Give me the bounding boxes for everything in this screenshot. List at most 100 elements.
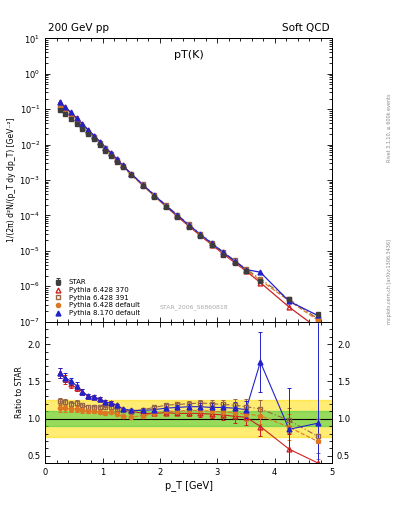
Pythia 8.170 default — [232, 258, 237, 264]
Text: STAR_2006_S6860818: STAR_2006_S6860818 — [160, 305, 229, 310]
Pythia 6.428 default — [109, 152, 114, 158]
Pythia 6.428 391 — [69, 113, 73, 119]
Pythia 6.428 370 — [175, 214, 180, 220]
Pythia 8.170 default — [109, 150, 114, 156]
Text: Rivet 3.1.10, ≥ 600k events: Rivet 3.1.10, ≥ 600k events — [387, 94, 392, 162]
Text: 200 GeV pp: 200 GeV pp — [48, 23, 109, 33]
Pythia 6.428 391 — [80, 123, 85, 130]
Pythia 6.428 default — [287, 297, 292, 304]
Pythia 6.428 default — [86, 130, 90, 136]
Pythia 6.428 370 — [198, 232, 202, 239]
Pythia 6.428 default — [140, 182, 145, 188]
Pythia 6.428 391 — [163, 202, 168, 208]
Pythia 6.428 370 — [316, 325, 320, 331]
Pythia 6.428 391 — [232, 258, 237, 264]
Pythia 6.428 370 — [109, 150, 114, 156]
Pythia 6.428 default — [69, 114, 73, 120]
Pythia 6.428 default — [92, 135, 96, 141]
Pythia 6.428 default — [175, 213, 180, 219]
Pythia 6.428 391 — [129, 171, 134, 177]
Pythia 6.428 default — [129, 172, 134, 178]
Line: Pythia 6.428 default: Pythia 6.428 default — [57, 105, 320, 322]
Pythia 6.428 default — [63, 109, 68, 115]
Pythia 6.428 370 — [86, 127, 90, 133]
Pythia 6.428 370 — [140, 182, 145, 188]
Pythia 6.428 391 — [316, 315, 320, 322]
Pythia 6.428 default — [316, 317, 320, 323]
Pythia 6.428 370 — [209, 242, 214, 248]
Pythia 6.428 default — [221, 250, 226, 256]
Pythia 6.428 391 — [221, 249, 226, 255]
Pythia 6.428 391 — [244, 266, 248, 272]
Pythia 8.170 default — [244, 266, 248, 272]
Pythia 6.428 370 — [163, 203, 168, 209]
Pythia 6.428 370 — [74, 115, 79, 121]
Pythia 6.428 391 — [209, 240, 214, 246]
Pythia 8.170 default — [120, 162, 125, 168]
Pythia 6.428 370 — [57, 99, 62, 105]
Pythia 6.428 370 — [258, 280, 263, 286]
Pythia 8.170 default — [129, 170, 134, 177]
Pythia 8.170 default — [209, 240, 214, 246]
Pythia 8.170 default — [69, 110, 73, 116]
Pythia 8.170 default — [80, 121, 85, 127]
Pythia 6.428 391 — [152, 191, 156, 198]
Legend: STAR, Pythia 6.428 370, Pythia 6.428 391, Pythia 6.428 default, Pythia 8.170 def: STAR, Pythia 6.428 370, Pythia 6.428 391… — [49, 277, 142, 318]
Pythia 8.170 default — [186, 222, 191, 228]
Pythia 8.170 default — [74, 115, 79, 121]
X-axis label: p_T [GeV]: p_T [GeV] — [165, 480, 213, 491]
Pythia 8.170 default — [92, 133, 96, 139]
Pythia 8.170 default — [86, 127, 90, 133]
Pythia 6.428 370 — [129, 171, 134, 177]
Pythia 8.170 default — [221, 249, 226, 255]
Pythia 6.428 391 — [74, 118, 79, 124]
Pythia 6.428 391 — [258, 276, 263, 282]
Pythia 6.428 default — [115, 158, 119, 164]
Pythia 6.428 391 — [186, 221, 191, 227]
Line: Pythia 8.170 default: Pythia 8.170 default — [57, 100, 320, 318]
Pythia 6.428 default — [152, 193, 156, 199]
Pythia 6.428 default — [163, 203, 168, 209]
Pythia 6.428 391 — [103, 145, 108, 152]
Pythia 8.170 default — [63, 104, 68, 111]
Text: mcplots.cern.ch [arXiv:1306.3436]: mcplots.cern.ch [arXiv:1306.3436] — [387, 239, 392, 324]
Pythia 6.428 370 — [92, 133, 96, 139]
Pythia 6.428 370 — [103, 144, 108, 151]
Pythia 6.428 default — [74, 119, 79, 125]
Pythia 6.428 370 — [69, 110, 73, 116]
Pythia 6.428 370 — [80, 121, 85, 127]
Pythia 6.428 default — [258, 277, 263, 283]
Pythia 8.170 default — [115, 156, 119, 162]
Pythia 6.428 391 — [63, 108, 68, 114]
Pythia 6.428 391 — [57, 103, 62, 110]
Pythia 6.428 370 — [244, 268, 248, 274]
Pythia 6.428 default — [198, 232, 202, 238]
Y-axis label: Ratio to STAR: Ratio to STAR — [15, 367, 24, 418]
Pythia 6.428 370 — [232, 260, 237, 266]
Pythia 6.428 370 — [115, 156, 119, 162]
Pythia 8.170 default — [97, 139, 102, 145]
Text: pT(K): pT(K) — [174, 50, 204, 60]
Pythia 6.428 391 — [97, 140, 102, 146]
Pythia 6.428 default — [80, 124, 85, 131]
Pythia 6.428 default — [232, 259, 237, 265]
Pythia 6.428 default — [103, 146, 108, 153]
Pythia 6.428 370 — [152, 193, 156, 199]
Pythia 8.170 default — [316, 312, 320, 318]
Pythia 6.428 391 — [86, 129, 90, 135]
Pythia 6.428 370 — [186, 223, 191, 229]
Pythia 6.428 391 — [109, 151, 114, 157]
Y-axis label: 1/(2π) d²N/(p_T dy dp_T) [GeV⁻²]: 1/(2π) d²N/(p_T dy dp_T) [GeV⁻²] — [7, 118, 17, 242]
Pythia 6.428 370 — [120, 162, 125, 168]
Pythia 6.428 default — [97, 141, 102, 147]
Pythia 8.170 default — [103, 144, 108, 151]
Pythia 6.428 391 — [140, 181, 145, 187]
Pythia 6.428 370 — [63, 104, 68, 111]
Pythia 6.428 391 — [92, 134, 96, 140]
Text: Soft QCD: Soft QCD — [282, 23, 329, 33]
Pythia 6.428 default — [244, 267, 248, 273]
Pythia 6.428 391 — [198, 230, 202, 237]
Pythia 8.170 default — [287, 298, 292, 304]
Pythia 8.170 default — [140, 182, 145, 188]
Line: Pythia 6.428 391: Pythia 6.428 391 — [57, 104, 320, 321]
